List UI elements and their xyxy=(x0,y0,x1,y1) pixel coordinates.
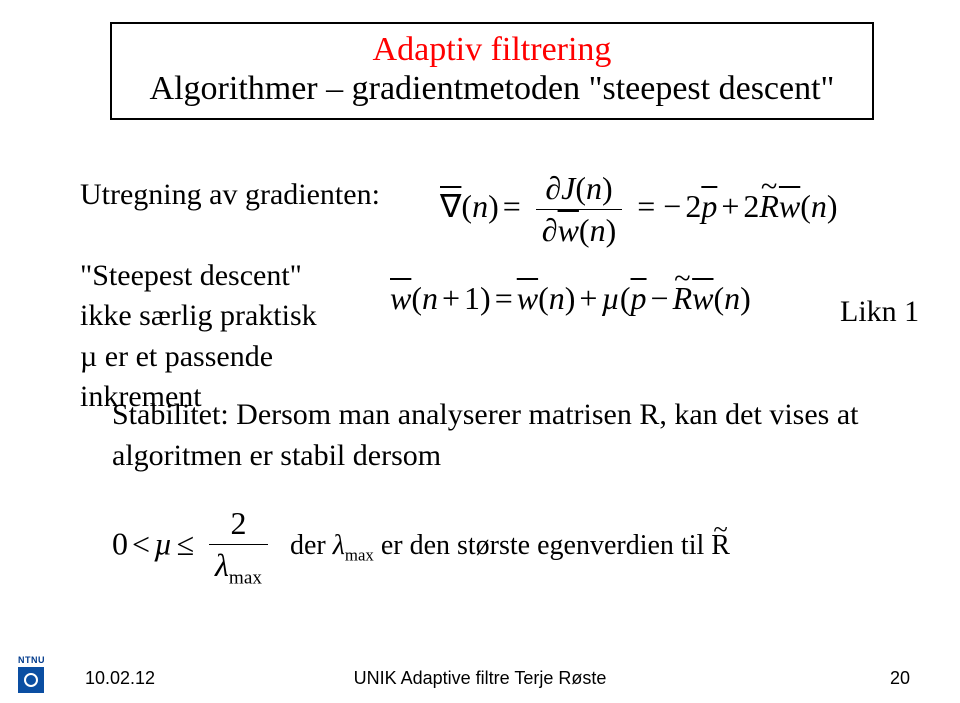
title-line-2: Algorithmer – gradientmetoden "steepest … xyxy=(122,69,862,108)
label-gradient: Utregning av gradienten: xyxy=(80,175,400,216)
lambda-R: R xyxy=(711,530,730,562)
label-block: Utregning av gradienten: "Steepest desce… xyxy=(80,175,400,418)
equation-label-likn1: Likn 1 xyxy=(840,295,919,329)
equation-update: w(n+1)=w(n)+µ(p−Rw(n) xyxy=(390,280,751,317)
label-steepest-2: ikke særlig praktisk xyxy=(80,296,400,337)
equation-stability: 0<µ≤ 2 λmax xyxy=(112,505,271,589)
equation-gradient: ∇(n)= ∂J(n) ∂w(n) =−2p+2Rw(n) xyxy=(440,170,838,249)
lambda-desc-prefix: der xyxy=(290,530,333,561)
title-box: Adaptiv filtrering Algorithmer – gradien… xyxy=(110,22,874,120)
lambda-symbol: λ xyxy=(333,530,345,561)
stability-text: Stabilitet: Dersom man analyserer matris… xyxy=(112,395,912,476)
label-steepest-1: "Steepest descent" xyxy=(80,256,400,297)
footer-page: 20 xyxy=(890,668,910,689)
lambda-sub: max xyxy=(345,546,374,565)
title-line-1: Adaptiv filtrering xyxy=(122,30,862,69)
lambda-desc-mid: er den største egenverdien til xyxy=(381,530,711,561)
lambda-description: der λmax er den største egenverdien til … xyxy=(290,530,730,566)
footer-center: UNIK Adaptive filtre Terje Røste xyxy=(0,668,960,689)
logo-text: NTNU xyxy=(18,655,66,665)
